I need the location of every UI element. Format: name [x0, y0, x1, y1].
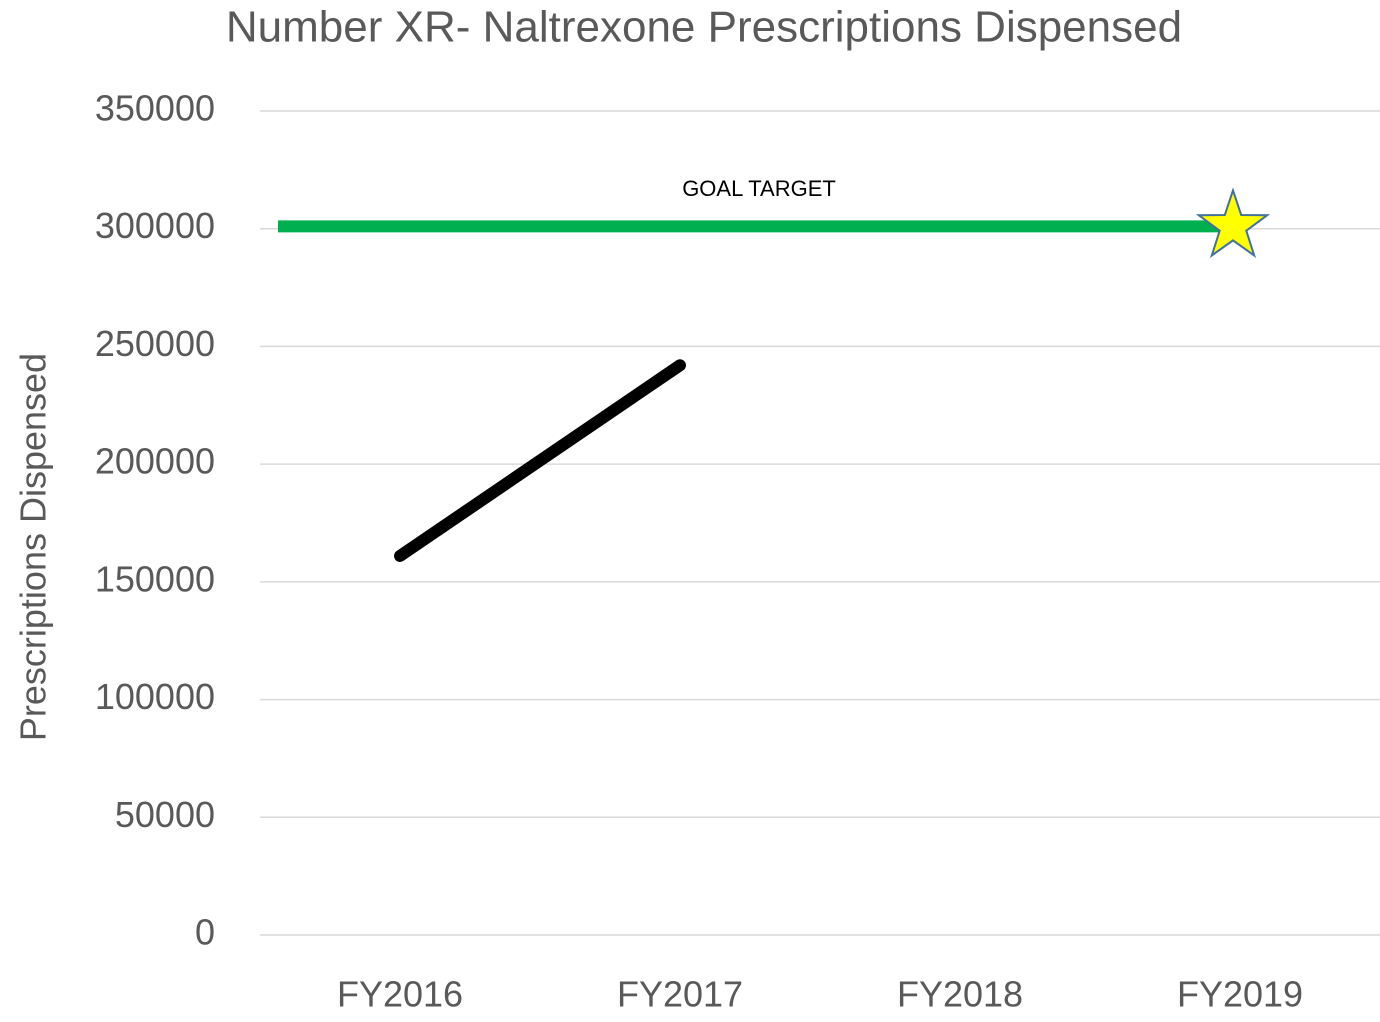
goal-star [1195, 187, 1271, 259]
y-tick-label: 0 [195, 912, 215, 953]
y-tick-label: 200000 [95, 441, 215, 482]
x-tick-label: FY2016 [337, 974, 463, 1015]
y-tick-label: 50000 [115, 794, 215, 835]
y-tick-label: 150000 [95, 558, 215, 599]
y-tick-label: 300000 [95, 205, 215, 246]
data-line [394, 359, 686, 562]
goal-label: GOAL TARGET [682, 176, 836, 201]
y-tick-label: 100000 [95, 676, 215, 717]
x-tick-label: FY2018 [897, 974, 1023, 1015]
x-tick-label: FY2019 [1177, 974, 1303, 1015]
y-axis-title: Prescriptions Dispensed [13, 353, 54, 741]
y-tick-label: 350000 [95, 88, 215, 129]
chart-title: Number XR- Naltrexone Prescriptions Disp… [226, 3, 1182, 52]
y-tick-label: 250000 [95, 323, 215, 364]
x-tick-label: FY2017 [617, 974, 743, 1015]
